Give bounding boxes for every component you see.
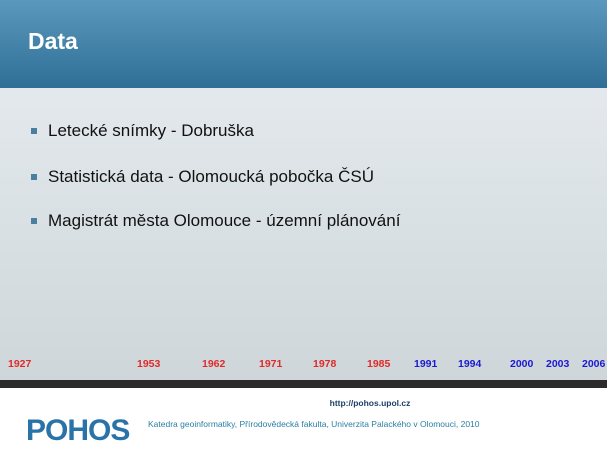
year-label: 2000 xyxy=(510,358,533,370)
year-label: 1978 xyxy=(313,358,336,370)
year-label: 1971 xyxy=(259,358,282,370)
bullet-item: Letecké snímky - Dobruška xyxy=(48,121,254,141)
year-label: 2006 xyxy=(582,358,605,370)
year-label: 1991 xyxy=(414,358,437,370)
year-label: 1953 xyxy=(137,358,160,370)
bullet-item: Statistická data - Olomoucká pobočka ČSÚ xyxy=(48,167,374,187)
year-label: 1962 xyxy=(202,358,225,370)
year-label: 1985 xyxy=(367,358,390,370)
header: Data xyxy=(0,0,607,88)
slide: Data POHOS http://pohos.upol.cz Katedra … xyxy=(0,0,607,461)
footer-text: Katedra geoinformatiky, Přírodovědecká f… xyxy=(148,419,480,429)
footer-url: http://pohos.upol.cz xyxy=(0,398,607,408)
divider xyxy=(0,380,607,388)
year-label: 1927 xyxy=(8,358,31,370)
slide-title: Data xyxy=(28,28,78,55)
year-label: 2003 xyxy=(546,358,569,370)
logo: POHOS xyxy=(26,414,129,448)
bullet-item: Magistrát města Olomouce - územní plánov… xyxy=(48,211,400,231)
year-label: 1994 xyxy=(458,358,481,370)
